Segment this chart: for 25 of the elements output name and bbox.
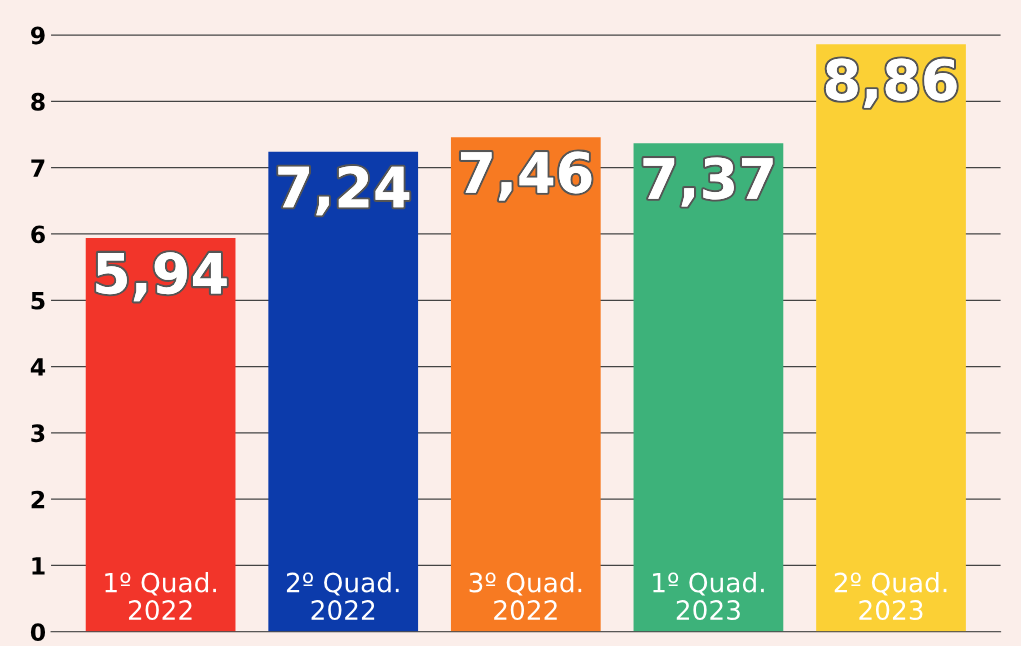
- y-tick-label: 2: [31, 490, 45, 509]
- x-tick-label: 2º Quad. 2022: [286, 572, 399, 621]
- data-label: 7,24: [278, 166, 410, 216]
- y-tick-label: 9: [30, 26, 45, 45]
- y-tick-label: 0: [30, 623, 46, 642]
- x-tick-label: 1º Quad. 2022: [105, 572, 216, 621]
- x-tick-label: 2º Quad. 2023: [834, 572, 947, 621]
- data-label: 8,86: [825, 58, 957, 108]
- bar: [816, 44, 966, 632]
- y-tick-label: 1: [32, 557, 45, 575]
- data-label: 7,46: [461, 151, 592, 201]
- bar: [85, 237, 236, 632]
- data-label: 7,37: [643, 157, 773, 207]
- bar: [268, 151, 419, 632]
- x-tick-label: 3º Quad. 2022: [469, 572, 582, 621]
- y-tick-label: 7: [31, 159, 45, 177]
- y-tick-label: 3: [31, 424, 45, 443]
- y-tick-label: 8: [31, 92, 45, 111]
- y-tick-label: 4: [30, 358, 46, 376]
- y-tick-label: 5: [31, 292, 45, 310]
- y-tick-label: 6: [31, 225, 45, 244]
- data-label: 5,94: [96, 252, 227, 302]
- x-tick-label: 1º Quad. 2023: [653, 572, 764, 621]
- bar: [450, 137, 601, 632]
- bar: [633, 143, 784, 632]
